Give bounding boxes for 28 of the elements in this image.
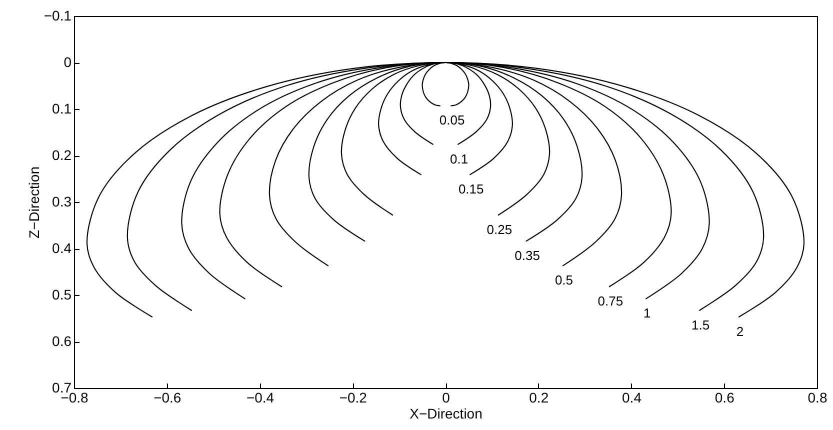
x-tick-label: 0.2 <box>529 390 549 406</box>
series-label: 1 <box>643 306 651 321</box>
x-axis-title: X−Direction <box>410 406 482 422</box>
y-tick-label: 0.3 <box>52 194 72 210</box>
y-tick-label: 0.5 <box>52 286 72 302</box>
x-tick-label: −0.2 <box>339 390 368 406</box>
y-axis-title: Z−Direction <box>26 166 42 238</box>
x-tick-label: −0.4 <box>246 390 274 406</box>
series-label: 0.05 <box>439 112 465 128</box>
x-tick-label: 0.8 <box>808 390 828 406</box>
y-tick-label: 0.6 <box>52 333 72 349</box>
series-label: 0.35 <box>514 248 540 264</box>
x-tick-label: 0 <box>442 390 450 406</box>
series-label: 1.5 <box>691 317 710 332</box>
y-tick-label: 0.2 <box>52 147 72 163</box>
x-tick-label: 0.4 <box>622 390 642 406</box>
y-tick-label: −0.1 <box>44 8 72 24</box>
series-label: 2 <box>736 324 744 339</box>
y-tick-label: 0.1 <box>52 100 72 116</box>
series-label: 0.75 <box>598 294 624 309</box>
x-tick-label: 0.6 <box>714 390 735 406</box>
y-tick-label: 0.4 <box>52 240 72 256</box>
series-label: 0.1 <box>450 151 468 166</box>
y-tick-label: 0 <box>64 54 72 70</box>
series-label: 0.25 <box>486 222 512 238</box>
series-label: 0.5 <box>554 272 574 288</box>
series-label: 0.15 <box>458 182 484 197</box>
x-tick-label: −0.6 <box>154 390 182 406</box>
